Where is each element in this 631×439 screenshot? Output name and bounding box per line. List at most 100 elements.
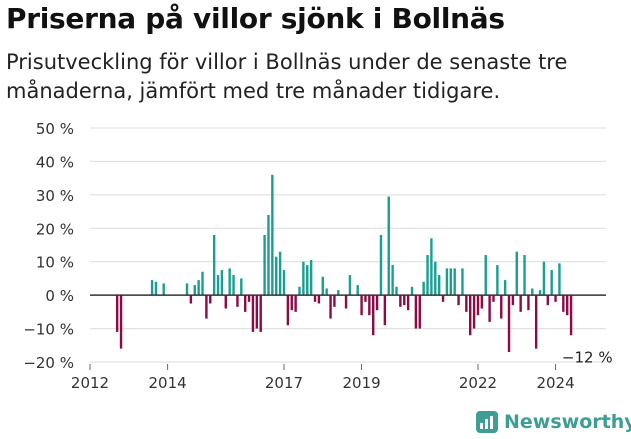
- y-tick-label: 10 %: [36, 254, 74, 272]
- y-tick-label: 30 %: [36, 187, 74, 205]
- bar: [492, 295, 495, 302]
- bar: [267, 214, 270, 296]
- bar: [205, 295, 208, 319]
- bar: [302, 261, 305, 296]
- bar: [209, 295, 212, 304]
- bar: [410, 286, 414, 296]
- bar: [255, 295, 259, 329]
- y-tick-label: −10 %: [23, 321, 74, 339]
- bar: [500, 295, 503, 319]
- bar: [154, 281, 158, 296]
- bar: [496, 265, 499, 296]
- bar: [461, 268, 464, 296]
- bar: [247, 295, 251, 302]
- bar: [162, 283, 165, 296]
- bar: [449, 268, 453, 296]
- bar: [185, 283, 189, 296]
- bar: [259, 295, 262, 332]
- bar: [445, 268, 449, 296]
- grid-layer: [90, 127, 606, 363]
- y-tick-label: 0 %: [45, 287, 74, 305]
- bar: [286, 295, 290, 326]
- bar: [503, 280, 507, 296]
- bar: [395, 286, 398, 296]
- bar: [298, 286, 301, 296]
- bar: [360, 295, 363, 316]
- x-tick-label: 2019: [342, 374, 380, 392]
- bar: [197, 280, 200, 296]
- bar: [278, 251, 282, 296]
- bar: [263, 234, 266, 296]
- bar: [566, 295, 569, 316]
- y-tick-label: −20 %: [23, 354, 74, 372]
- bar: [379, 234, 383, 296]
- bar: [317, 295, 321, 304]
- bar: [484, 255, 487, 296]
- bar: [271, 174, 274, 296]
- bar: [434, 261, 437, 296]
- bar: [240, 278, 243, 296]
- bar: [554, 295, 557, 302]
- bar: [236, 295, 239, 307]
- bar: [453, 268, 456, 296]
- logo-text: Newsworthy: [504, 411, 631, 433]
- bar: [290, 295, 293, 311]
- bar: [368, 295, 371, 316]
- bar-chart-icon: [476, 411, 498, 433]
- bar: [562, 295, 565, 312]
- bar: [306, 265, 309, 296]
- bar: [519, 295, 522, 312]
- bar: [406, 295, 410, 311]
- bar: [558, 263, 561, 296]
- bar: [243, 295, 247, 312]
- bar: [569, 295, 573, 336]
- bar: [189, 295, 193, 304]
- bar: [329, 295, 332, 319]
- bar: [115, 295, 119, 332]
- x-tick-label: 2014: [149, 374, 187, 392]
- bar: [294, 295, 297, 312]
- bar: [325, 288, 328, 296]
- bar: [422, 281, 425, 296]
- bar: [375, 295, 379, 311]
- bars-layer: [115, 174, 573, 352]
- bar: [356, 285, 359, 296]
- bar: [321, 276, 324, 296]
- bar: [387, 196, 390, 296]
- y-tick-label: 40 %: [36, 153, 74, 171]
- bar: [399, 295, 402, 307]
- bar: [313, 295, 317, 302]
- x-tick-label: 2024: [536, 374, 574, 392]
- bar: [224, 295, 227, 309]
- bar: [546, 295, 549, 306]
- newsworthy-logo[interactable]: Newsworthy: [476, 408, 631, 436]
- bar: [150, 280, 154, 296]
- bar: [403, 295, 406, 306]
- bar: [457, 295, 460, 306]
- bar: [344, 295, 348, 309]
- bar: [414, 295, 418, 329]
- bar: [480, 295, 484, 309]
- bar: [507, 295, 511, 352]
- bar: [476, 295, 480, 316]
- bar: [251, 295, 255, 332]
- bar: [228, 268, 231, 296]
- bar: [418, 295, 421, 329]
- y-tick-label: 20 %: [36, 220, 74, 238]
- chart-title: Priserna på villor sjönk i Bollnäs: [6, 2, 505, 35]
- bar: [337, 290, 340, 296]
- x-tick-label: 2022: [459, 374, 497, 392]
- bar: [534, 295, 538, 349]
- bar: [527, 295, 530, 311]
- bar: [220, 270, 224, 296]
- bar: [426, 255, 429, 296]
- bar: [333, 295, 336, 307]
- bar: [531, 288, 534, 296]
- bar: [391, 265, 394, 296]
- bar: [216, 275, 220, 296]
- bar: [441, 295, 445, 302]
- bar: [193, 285, 196, 296]
- x-tick-label: 2012: [71, 374, 109, 392]
- bar: [119, 295, 123, 349]
